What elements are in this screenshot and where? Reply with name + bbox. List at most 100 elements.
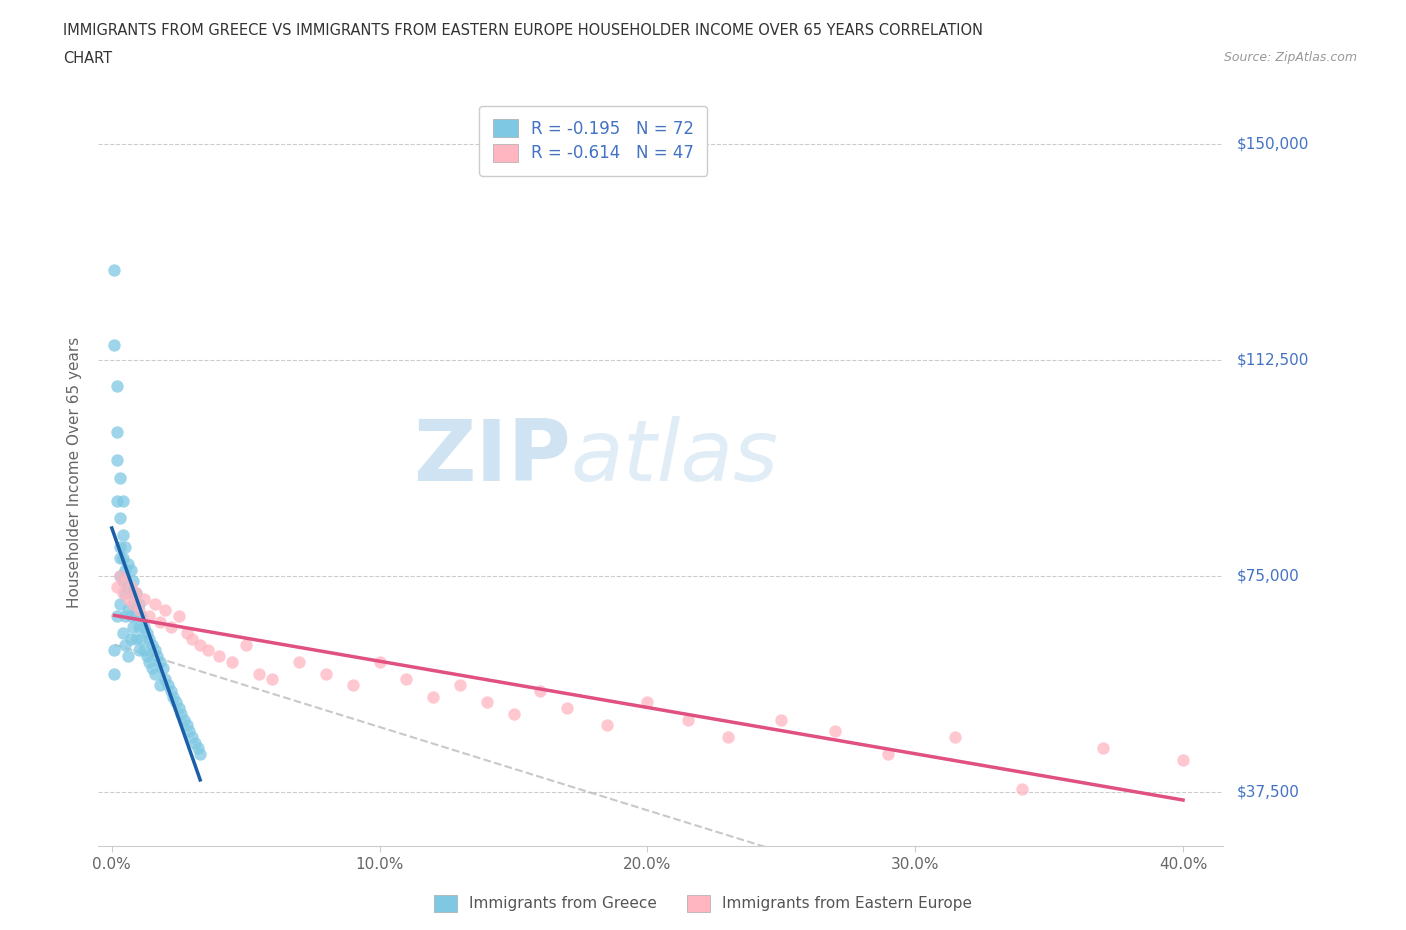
Point (262, 671, 284, 686)
Point (596, 718, 619, 733)
Point (125, 586, 148, 601)
Point (132, 591, 155, 606)
Point (108, 539, 131, 554)
Text: $112,500: $112,500 (1237, 352, 1309, 367)
Point (125, 608, 148, 623)
Point (422, 689, 444, 704)
Point (188, 747, 211, 762)
Point (111, 586, 134, 601)
Point (120, 586, 142, 601)
Point (181, 729, 204, 744)
Point (117, 557, 139, 572)
Point (770, 712, 793, 727)
Point (132, 620, 155, 635)
Point (877, 747, 900, 762)
Point (1171, 752, 1194, 767)
Point (138, 608, 160, 623)
Text: ZIP: ZIP (413, 416, 571, 498)
Point (475, 695, 498, 710)
Point (162, 689, 184, 704)
Point (129, 631, 152, 646)
Point (221, 655, 243, 670)
Point (105, 424, 128, 439)
Point (184, 736, 207, 751)
Point (128, 643, 150, 658)
Point (395, 671, 418, 686)
Point (122, 620, 145, 635)
Point (120, 579, 142, 594)
Point (176, 718, 198, 733)
Point (108, 568, 131, 583)
Point (368, 655, 391, 670)
Point (138, 655, 160, 670)
Text: $150,000: $150,000 (1237, 136, 1309, 152)
Point (111, 626, 134, 641)
Point (155, 603, 177, 618)
Point (181, 631, 204, 646)
Point (157, 678, 180, 693)
Point (132, 643, 155, 658)
Point (143, 666, 166, 681)
Point (105, 608, 128, 623)
Point (555, 700, 578, 715)
Point (149, 678, 172, 693)
Point (179, 724, 201, 738)
Point (824, 724, 846, 738)
Point (108, 471, 131, 485)
Point (114, 563, 136, 578)
Point (114, 586, 136, 601)
Point (117, 603, 139, 618)
Point (176, 626, 198, 641)
Text: CHART: CHART (63, 51, 112, 66)
Point (129, 608, 152, 623)
Point (105, 579, 128, 594)
Point (105, 493, 128, 508)
Point (945, 729, 967, 744)
Text: IMMIGRANTS FROM GREECE VS IMMIGRANTS FROM EASTERN EUROPE HOUSEHOLDER INCOME OVER: IMMIGRANTS FROM GREECE VS IMMIGRANTS FRO… (63, 23, 983, 38)
Legend: R = -0.195   N = 72, R = -0.614   N = 47: R = -0.195 N = 72, R = -0.614 N = 47 (479, 106, 707, 176)
Point (159, 620, 181, 635)
Point (155, 671, 177, 686)
Point (117, 579, 139, 594)
Text: $37,500: $37,500 (1237, 784, 1301, 799)
Point (152, 660, 174, 675)
Point (105, 453, 128, 468)
Point (111, 493, 134, 508)
Y-axis label: Householder Income Over 65 years: Householder Income Over 65 years (67, 337, 83, 607)
Point (135, 626, 157, 641)
Point (342, 678, 364, 693)
Point (676, 712, 699, 727)
Text: atlas: atlas (571, 416, 779, 498)
Point (170, 707, 193, 722)
Point (636, 695, 658, 710)
Point (143, 597, 166, 612)
Point (120, 563, 142, 578)
Point (235, 637, 257, 652)
Point (197, 643, 219, 658)
Point (120, 608, 142, 623)
Point (167, 608, 190, 623)
Point (120, 631, 142, 646)
Point (103, 263, 125, 278)
Point (122, 574, 145, 589)
Point (449, 678, 471, 693)
Point (114, 539, 136, 554)
Point (529, 684, 551, 698)
Point (138, 631, 160, 646)
Point (141, 660, 163, 675)
Point (717, 729, 740, 744)
Point (173, 712, 195, 727)
Point (165, 695, 187, 710)
Point (146, 649, 169, 664)
Point (208, 649, 231, 664)
Point (114, 637, 136, 652)
Point (114, 608, 136, 623)
Point (141, 637, 163, 652)
Point (186, 741, 208, 756)
Point (108, 568, 131, 583)
Point (103, 338, 125, 352)
Point (125, 631, 148, 646)
Point (149, 655, 172, 670)
Point (122, 597, 145, 612)
Point (159, 684, 181, 698)
